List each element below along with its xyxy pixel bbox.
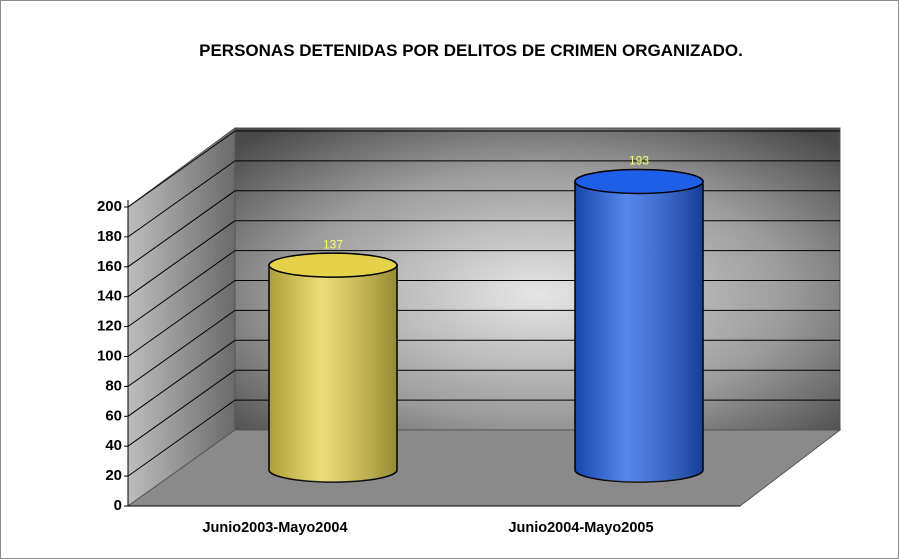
y-tick-label: 100 xyxy=(97,347,122,364)
floor xyxy=(126,429,842,507)
y-tick-label: 120 xyxy=(97,318,122,335)
y-tick-label: 160 xyxy=(97,258,122,275)
y-tick-label: 0 xyxy=(114,497,122,514)
value-label: 193 xyxy=(629,154,649,168)
y-tick-label: 20 xyxy=(105,467,122,484)
grid-line xyxy=(127,220,236,298)
grid-line xyxy=(127,369,236,447)
grid-line xyxy=(127,160,236,238)
x-tick-label: Junio2003-Mayo2004 xyxy=(202,520,347,536)
cylinder-shade xyxy=(269,265,397,482)
y-tick-label: 200 xyxy=(97,198,122,215)
cylinder-top xyxy=(268,252,398,278)
grid-line xyxy=(127,250,236,328)
grid-line xyxy=(127,309,236,387)
grid-line xyxy=(127,130,236,208)
grid-line xyxy=(127,190,236,268)
value-label: 137 xyxy=(323,237,343,251)
grid-line xyxy=(127,280,236,357)
y-tick-label: 140 xyxy=(97,288,122,305)
y-tick-label: 60 xyxy=(105,407,122,424)
cylinder-top xyxy=(574,168,704,195)
grid-line xyxy=(127,399,236,477)
y-tick-label: 180 xyxy=(97,228,122,245)
y-tick-label: 80 xyxy=(105,377,122,394)
x-tick-label: Junio2004-Mayo2005 xyxy=(508,520,653,536)
y-tick-label: 40 xyxy=(105,437,122,454)
cylinder-shade xyxy=(575,181,703,482)
chart-title: PERSONAS DETENIDAS POR DELITOS DE CRIMEN… xyxy=(199,41,743,60)
grid-line xyxy=(127,339,236,417)
